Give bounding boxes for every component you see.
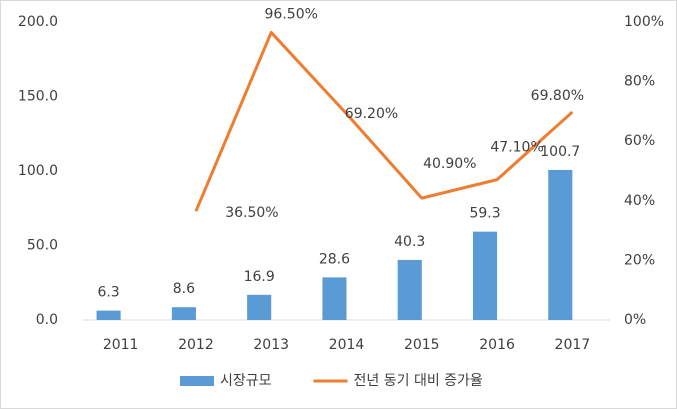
- line-label: 47.10%: [490, 140, 543, 156]
- y2-tick-label: 80%: [624, 74, 655, 90]
- bar-label: 59.3: [469, 206, 500, 222]
- legend-swatch: [180, 376, 214, 386]
- y-tick-label: 200.0: [18, 14, 58, 30]
- line: [194, 30, 574, 212]
- y2-tick-label: 60%: [624, 133, 655, 149]
- x-tick-label: 2013: [253, 337, 289, 353]
- x-tick-label: 2012: [178, 337, 214, 353]
- x-tick-label: 2017: [555, 337, 591, 353]
- line-label: 96.50%: [265, 6, 318, 22]
- bar: [322, 277, 347, 320]
- y-tick-label: 150.0: [18, 89, 58, 105]
- y-tick-label: 100.0: [18, 163, 58, 179]
- line-label: 69.80%: [531, 88, 584, 104]
- y2-tick-label: 20%: [624, 252, 655, 268]
- line-label: 69.20%: [345, 106, 398, 122]
- bar: [548, 169, 573, 320]
- y-tick-label: 50.0: [27, 238, 58, 254]
- x-tick-label: 2015: [404, 337, 440, 353]
- bar: [247, 294, 272, 320]
- x-tick-label: 2011: [103, 337, 139, 353]
- bar: [96, 310, 121, 320]
- y-tick-label: 0.0: [36, 312, 58, 328]
- line-label: 36.50%: [225, 205, 278, 221]
- bar: [472, 231, 498, 320]
- x-tick-label: 2014: [329, 337, 365, 353]
- y2-tick-label: 0%: [624, 312, 646, 328]
- bar: [171, 307, 196, 320]
- y2-tick-label: 40%: [624, 193, 655, 209]
- line-label: 40.90%: [423, 156, 476, 172]
- bar-label: 28.6: [319, 251, 350, 267]
- x-tick-label: 2016: [479, 337, 515, 353]
- bar-label: 40.3: [394, 234, 425, 250]
- legend-label: 시장규모: [220, 373, 272, 389]
- legend-label: 전년 동기 대비 증가율: [354, 373, 483, 389]
- bar-label: 100.7: [540, 144, 580, 160]
- bar-label: 6.3: [97, 285, 119, 301]
- bar-label: 8.6: [173, 281, 195, 297]
- bar-label: 16.9: [244, 269, 275, 285]
- y2-tick-label: 100%: [624, 14, 664, 30]
- bar: [397, 259, 422, 320]
